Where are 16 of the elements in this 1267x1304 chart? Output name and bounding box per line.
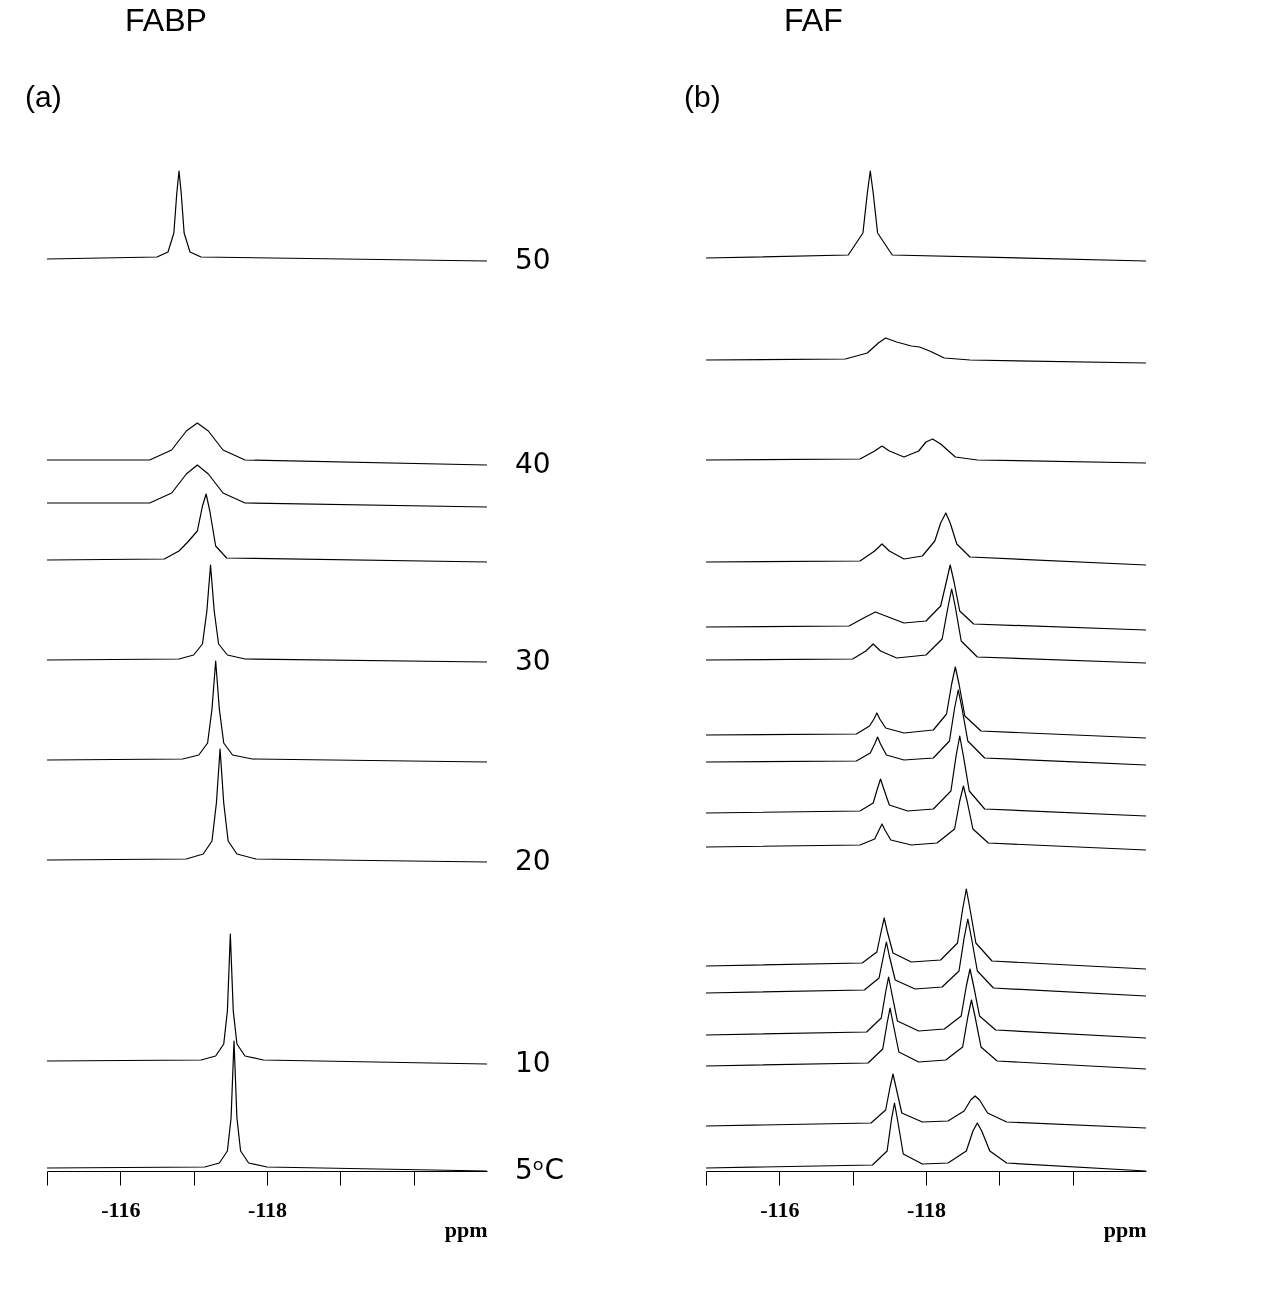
series-label: 30 — [515, 644, 551, 677]
series-label: 40 — [515, 447, 551, 480]
chart-title: FAF — [784, 2, 843, 38]
x-axis-title: ppm — [1103, 1216, 1147, 1242]
x-tick-label: -118 — [906, 1196, 947, 1222]
series-label: 50 — [515, 243, 551, 276]
x-tick-label: -118 — [247, 1196, 288, 1222]
series-label: 5ᵒC — [515, 1153, 564, 1186]
text: (b) — [684, 80, 721, 113]
chart-title: FABP — [125, 2, 207, 38]
series-label: 20 — [515, 844, 551, 877]
x-tick-label: -116 — [101, 1196, 141, 1222]
series-label: 10 — [515, 1046, 551, 1079]
x-axis-title: ppm — [444, 1216, 488, 1242]
x-tick-label: -116 — [760, 1196, 800, 1222]
text: (a) — [25, 80, 62, 113]
